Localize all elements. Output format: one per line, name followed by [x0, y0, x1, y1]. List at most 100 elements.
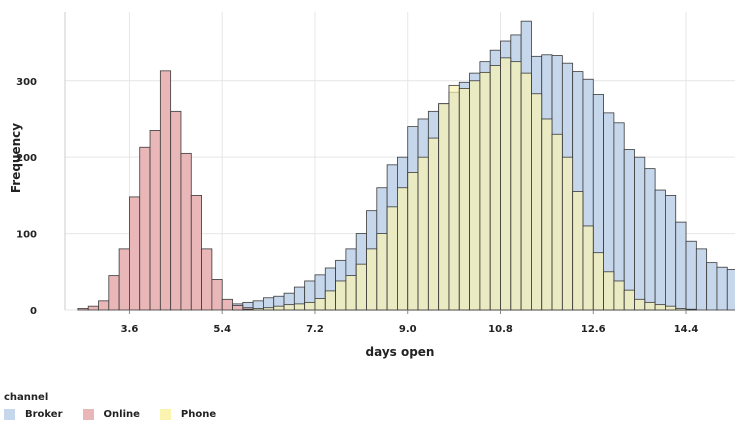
legend-item-phone: Phone: [159, 409, 217, 420]
bar-broker: [706, 262, 718, 311]
bar-online: [129, 196, 141, 311]
bar-phone: [283, 304, 295, 311]
bar-phone: [263, 307, 275, 311]
bar-phone: [273, 305, 285, 311]
x-tick-label: 14.4: [674, 324, 699, 335]
bar-phone: [479, 71, 491, 311]
bar-broker: [644, 168, 656, 311]
bar-phone: [397, 187, 409, 311]
bar-phone: [355, 263, 367, 311]
bar-broker: [675, 221, 687, 311]
y-tick-label: 200: [16, 153, 37, 164]
legend-label-online: Online: [103, 409, 140, 420]
y-tick-label: 0: [30, 306, 37, 317]
bar-online: [190, 194, 202, 311]
bar-phone: [654, 304, 666, 311]
bar-online: [77, 308, 89, 311]
legend: channel Broker Online Phone: [4, 392, 236, 420]
bar-phone: [510, 61, 522, 311]
bar-broker: [654, 189, 666, 311]
legend-swatch-online: [82, 409, 94, 420]
x-tick-label: 12.6: [581, 324, 606, 335]
bar-phone: [592, 252, 604, 311]
bar-phone: [623, 289, 635, 311]
legend-item-online: Online: [82, 409, 140, 420]
bar-phone: [324, 290, 336, 311]
bar-broker: [685, 240, 697, 311]
legend-label-phone: Phone: [180, 409, 217, 420]
y-tick-label: 300: [16, 77, 37, 88]
bar-phone: [242, 308, 254, 311]
bar-broker: [695, 248, 708, 311]
y-axis-ticks: 0 100 200 300: [16, 77, 37, 317]
bar-phone: [335, 280, 347, 311]
bar-online: [170, 110, 182, 311]
legend-swatch-phone: [159, 409, 171, 420]
legend-swatch-broker: [4, 409, 15, 420]
bar-phone: [520, 72, 532, 311]
x-axis-ticks: 3.6 5.4 7.2 9.0 10.8 12.6 14.4: [121, 310, 699, 335]
x-tick-label: 3.6: [121, 324, 139, 335]
y-tick-label: 100: [16, 230, 37, 241]
bar-phone: [314, 298, 326, 311]
bar-phone: [489, 65, 501, 311]
legend-item-broker: Broker: [4, 409, 63, 420]
bar-online: [232, 305, 244, 311]
bar-broker: [634, 156, 646, 311]
y-axis-title: Frequency: [9, 123, 23, 193]
bar-online: [98, 300, 110, 311]
x-tick-label: 10.8: [488, 324, 513, 335]
bar-online: [221, 298, 233, 311]
bar-online: [180, 152, 192, 311]
legend-title: channel: [4, 392, 49, 403]
bar-broker: [623, 149, 635, 311]
bar-phone: [665, 305, 677, 311]
bar-online: [108, 275, 120, 311]
bar-phone: [644, 301, 656, 311]
bar-broker: [726, 269, 735, 311]
bar-phone: [572, 191, 584, 311]
bar-phone: [685, 308, 697, 311]
bar-online: [118, 248, 130, 311]
histogram-bars: [77, 20, 735, 311]
bar-phone: [500, 57, 512, 311]
bar-phone: [376, 233, 388, 311]
bar-phone: [531, 93, 543, 311]
bar-phone: [293, 303, 306, 311]
x-tick-label: 9.0: [399, 324, 417, 335]
bar-phone: [551, 133, 563, 311]
bar-phone: [252, 308, 264, 311]
bar-online: [149, 130, 161, 311]
bar-phone: [603, 271, 615, 311]
bar-phone: [304, 301, 316, 311]
bar-phone: [469, 80, 481, 311]
bar-online: [201, 248, 213, 311]
legend-label-broker: Broker: [25, 409, 63, 420]
bar-phone: [438, 103, 450, 311]
bar-broker: [665, 194, 677, 311]
bar-phone: [675, 308, 687, 311]
bar-phone: [448, 84, 460, 311]
bar-phone: [417, 156, 429, 311]
bar-online: [139, 146, 151, 311]
bar-online: [159, 70, 172, 311]
x-tick-label: 5.4: [213, 324, 231, 335]
bar-phone: [634, 298, 646, 311]
bar-phone: [345, 275, 357, 311]
bar-broker: [716, 266, 728, 311]
legend-entries: Broker Online Phone: [4, 409, 236, 420]
bar-phone: [582, 225, 594, 311]
bar-phone: [366, 248, 378, 311]
bar-phone: [613, 280, 625, 311]
x-axis-title: days open: [366, 345, 435, 359]
bar-online: [211, 279, 223, 311]
bar-phone: [386, 206, 398, 311]
bar-phone: [541, 118, 553, 311]
bar-online: [87, 305, 99, 311]
bar-phone: [427, 137, 440, 311]
bar-phone: [407, 172, 419, 311]
bar-phone: [561, 156, 574, 311]
bar-phone: [458, 88, 470, 311]
x-tick-label: 7.2: [306, 324, 324, 335]
